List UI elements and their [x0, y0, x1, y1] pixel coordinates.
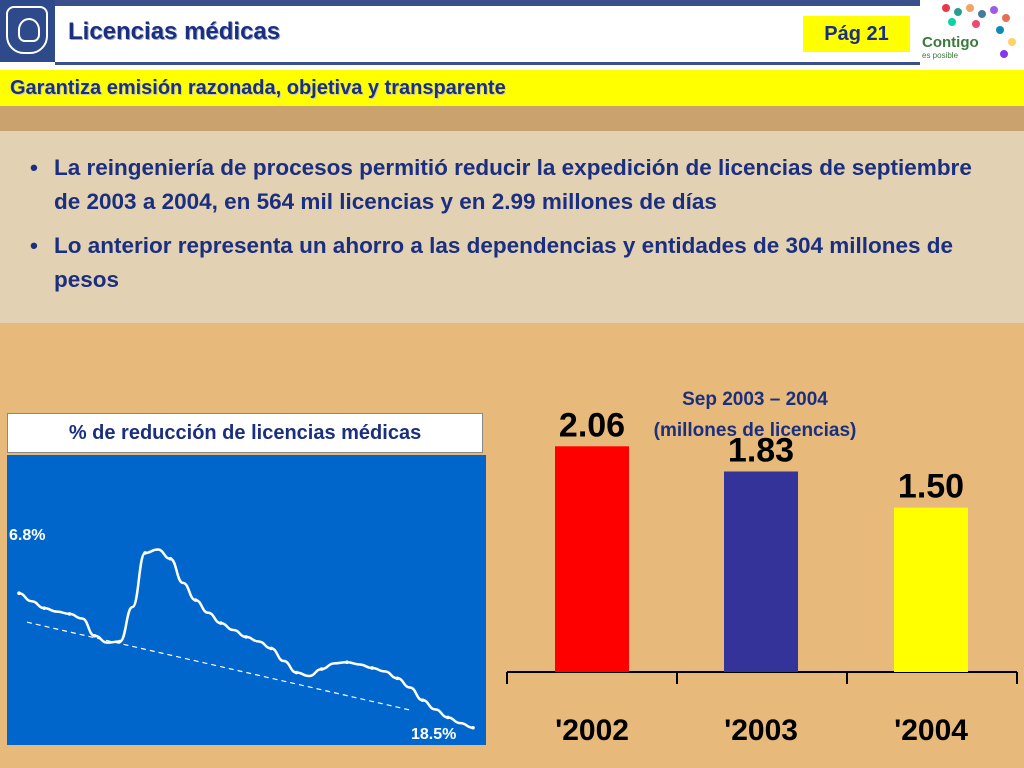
trend-line — [26, 621, 414, 712]
bullet-list: • La reingeniería de procesos permitió r… — [30, 151, 990, 307]
line-chart-title: % de reducción de licencias médicas — [7, 413, 483, 453]
logo-subtext: es posible — [922, 51, 959, 60]
data-point — [345, 660, 349, 664]
bar — [555, 446, 629, 672]
start-label: 6.8% — [9, 527, 45, 544]
institution-logo — [0, 0, 55, 62]
data-point — [143, 551, 147, 555]
data-point — [92, 633, 97, 638]
bullet-symbol: • — [30, 155, 38, 180]
data-point — [395, 676, 400, 681]
bar-chart-title-line2: (millones de licencias) — [653, 420, 857, 441]
data-point — [118, 639, 122, 644]
data-point — [370, 666, 374, 670]
page-title: Licencias médicas — [68, 18, 281, 45]
contigo-logo: Contigo es posible — [920, 0, 1024, 66]
category-label: '2002 — [555, 714, 629, 747]
decor-band — [0, 106, 1024, 131]
data-point — [445, 715, 450, 720]
subtitle-bar: Garantiza emisión razonada, objetiva y t… — [0, 70, 1024, 106]
bullet-item: • Lo anterior representa un ahorro a las… — [30, 229, 990, 297]
data-point — [420, 698, 425, 702]
text-panel: • La reingeniería de procesos permitió r… — [0, 131, 1024, 323]
bar — [724, 471, 798, 672]
header-bar: Licencias médicas Pág 21 Contigo es posi… — [0, 0, 1024, 70]
slide-subtitle: Garantiza emisión razonada, objetiva y t… — [10, 77, 506, 99]
data-point — [67, 612, 72, 616]
end-label: 18.5% — [411, 726, 456, 743]
bar-chart-title: Sep 2003 – 2004 (millones de licencias) — [600, 384, 910, 446]
header-stripe — [55, 0, 920, 6]
data-point — [319, 667, 324, 671]
bar — [894, 507, 968, 672]
line-chart-panel: 6.8% 18.5% — [7, 455, 486, 745]
data-point — [244, 635, 248, 639]
bar-chart-title-line1: Sep 2003 – 2004 — [682, 389, 828, 410]
data-point — [17, 591, 21, 595]
bullet-text: La reingeniería de procesos permitió red… — [54, 155, 972, 214]
data-point — [193, 598, 198, 602]
bullet-text: Lo anterior representa un ahorro a las d… — [54, 233, 954, 292]
logo-word: Contigo — [922, 34, 979, 51]
page-number: Pág 21 — [803, 16, 910, 52]
header-underline — [55, 62, 920, 65]
data-point — [168, 556, 173, 561]
data-point — [42, 606, 47, 610]
bullet-symbol: • — [30, 233, 38, 258]
data-point — [294, 670, 299, 675]
data-point — [218, 621, 223, 625]
line-chart: 6.8% 18.5% — [9, 527, 475, 743]
bullet-item: • La reingeniería de procesos permitió r… — [30, 151, 990, 219]
data-point — [471, 725, 475, 730]
category-label: '2003 — [724, 714, 798, 747]
data-point — [269, 646, 274, 651]
category-label: '2004 — [894, 714, 968, 747]
bar-value-label: 1.50 — [898, 468, 964, 506]
